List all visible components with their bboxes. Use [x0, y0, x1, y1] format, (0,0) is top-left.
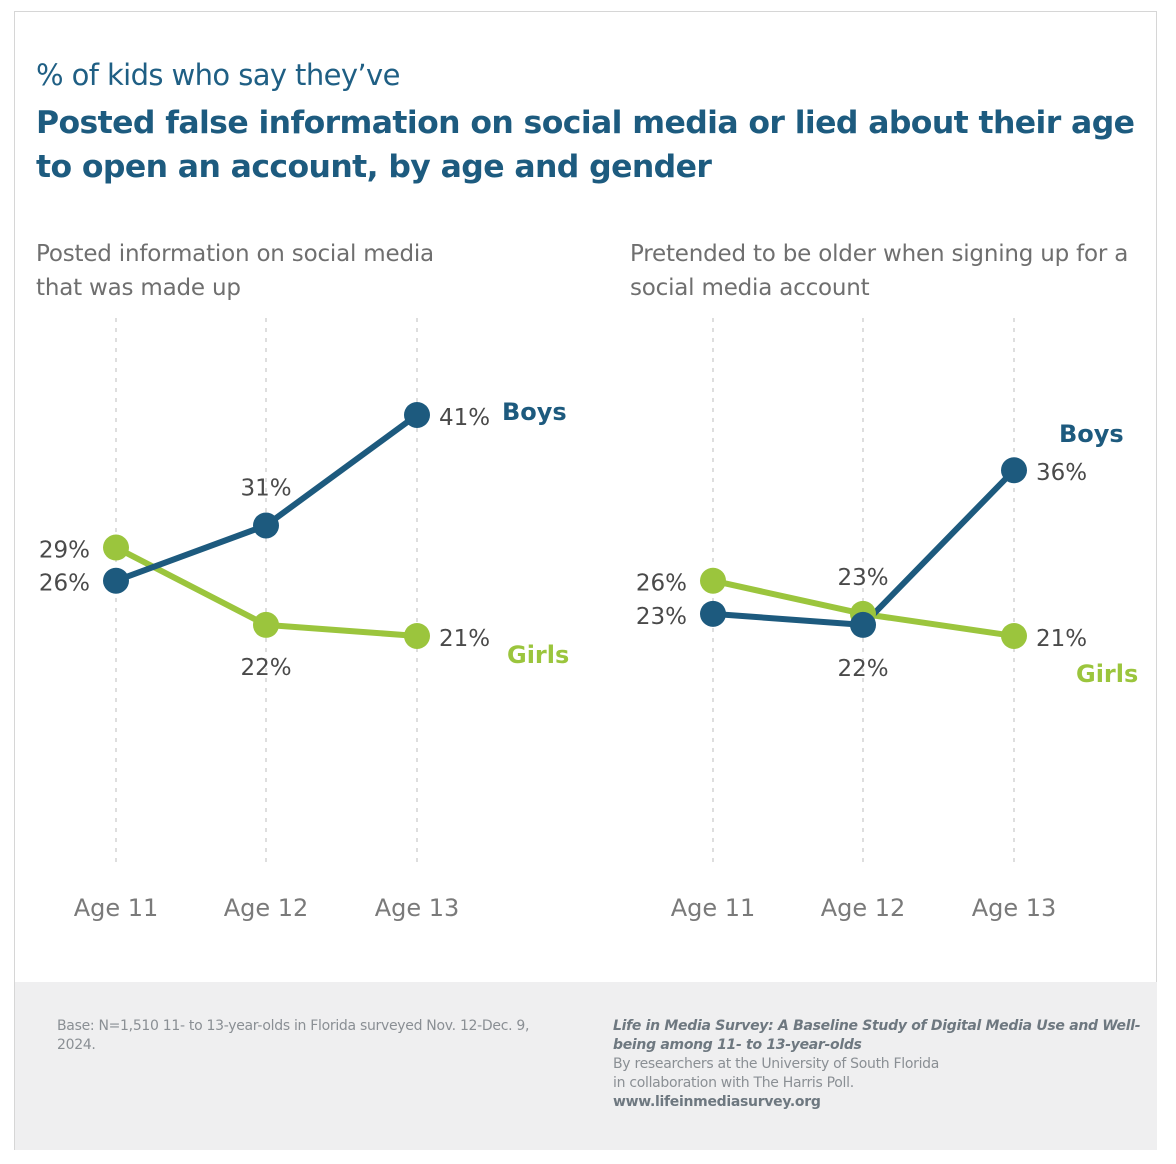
left-girls-point	[404, 622, 430, 649]
left-girls-point	[103, 534, 129, 561]
left-boys-point	[103, 567, 129, 594]
chart-title: Posted false information on social media…	[36, 105, 1135, 185]
right-boys-data-label: 23%	[636, 604, 687, 630]
right-x-tick-label: Age 12	[821, 894, 906, 922]
source-line-2: in collaboration with The Harris Poll.	[613, 1075, 854, 1091]
left-panel-title: Posted information on social media that …	[36, 241, 434, 301]
right-boys-point	[700, 600, 726, 627]
left-x-tick-label: Age 11	[74, 894, 159, 922]
source-line-1: By researchers at the University of Sout…	[613, 1056, 940, 1072]
left-boys-data-label: 41%	[439, 405, 490, 431]
base-note: Base: N=1,510 11- to 13-year-olds in Flo…	[57, 1018, 530, 1053]
right-boys-point	[1001, 457, 1027, 484]
footer: Base: N=1,510 11- to 13-year-olds in Flo…	[15, 982, 1157, 1150]
right-x-tick-label: Age 13	[972, 894, 1057, 922]
source-block: Life in Media Survey: A Baseline Study o…	[613, 1017, 1153, 1112]
infographic-card	[14, 11, 1157, 1150]
left-boys-data-label: 31%	[240, 475, 291, 501]
left-girls-data-label: 22%	[240, 655, 291, 681]
source-title: Life in Media Survey: A Baseline Study o…	[613, 1018, 1141, 1053]
right-girls-point	[700, 567, 726, 594]
right-boys-data-label: 22%	[837, 656, 888, 682]
left-boys-data-label: 26%	[39, 571, 90, 597]
chart-subtitle: % of kids who say they’ve	[36, 58, 400, 92]
left-girls-data-label: 21%	[439, 626, 490, 652]
left-boys-legend-label: Boys	[502, 398, 567, 426]
right-boys-point	[850, 611, 876, 638]
right-panel-title: Pretended to be older when signing up fo…	[630, 241, 1129, 301]
left-girls-legend-label: Girls	[507, 641, 569, 669]
right-x-tick-label: Age 11	[671, 894, 756, 922]
left-x-tick-label: Age 12	[224, 894, 309, 922]
left-x-tick-label: Age 13	[375, 894, 460, 922]
left-girls-data-label: 29%	[39, 538, 90, 564]
left-boys-point	[404, 401, 430, 428]
right-girls-data-label: 21%	[1036, 626, 1087, 652]
right-girls-point	[1001, 622, 1027, 649]
source-url-link[interactable]: www.lifeinmediasurvey.org	[613, 1094, 821, 1110]
right-boys-legend-label: Boys	[1059, 420, 1124, 448]
right-girls-data-label: 23%	[837, 565, 888, 591]
left-boys-point	[253, 512, 279, 539]
right-boys-data-label: 36%	[1036, 460, 1087, 486]
right-girls-legend-label: Girls	[1076, 660, 1138, 688]
left-girls-point	[253, 611, 279, 638]
right-girls-data-label: 26%	[636, 571, 687, 597]
